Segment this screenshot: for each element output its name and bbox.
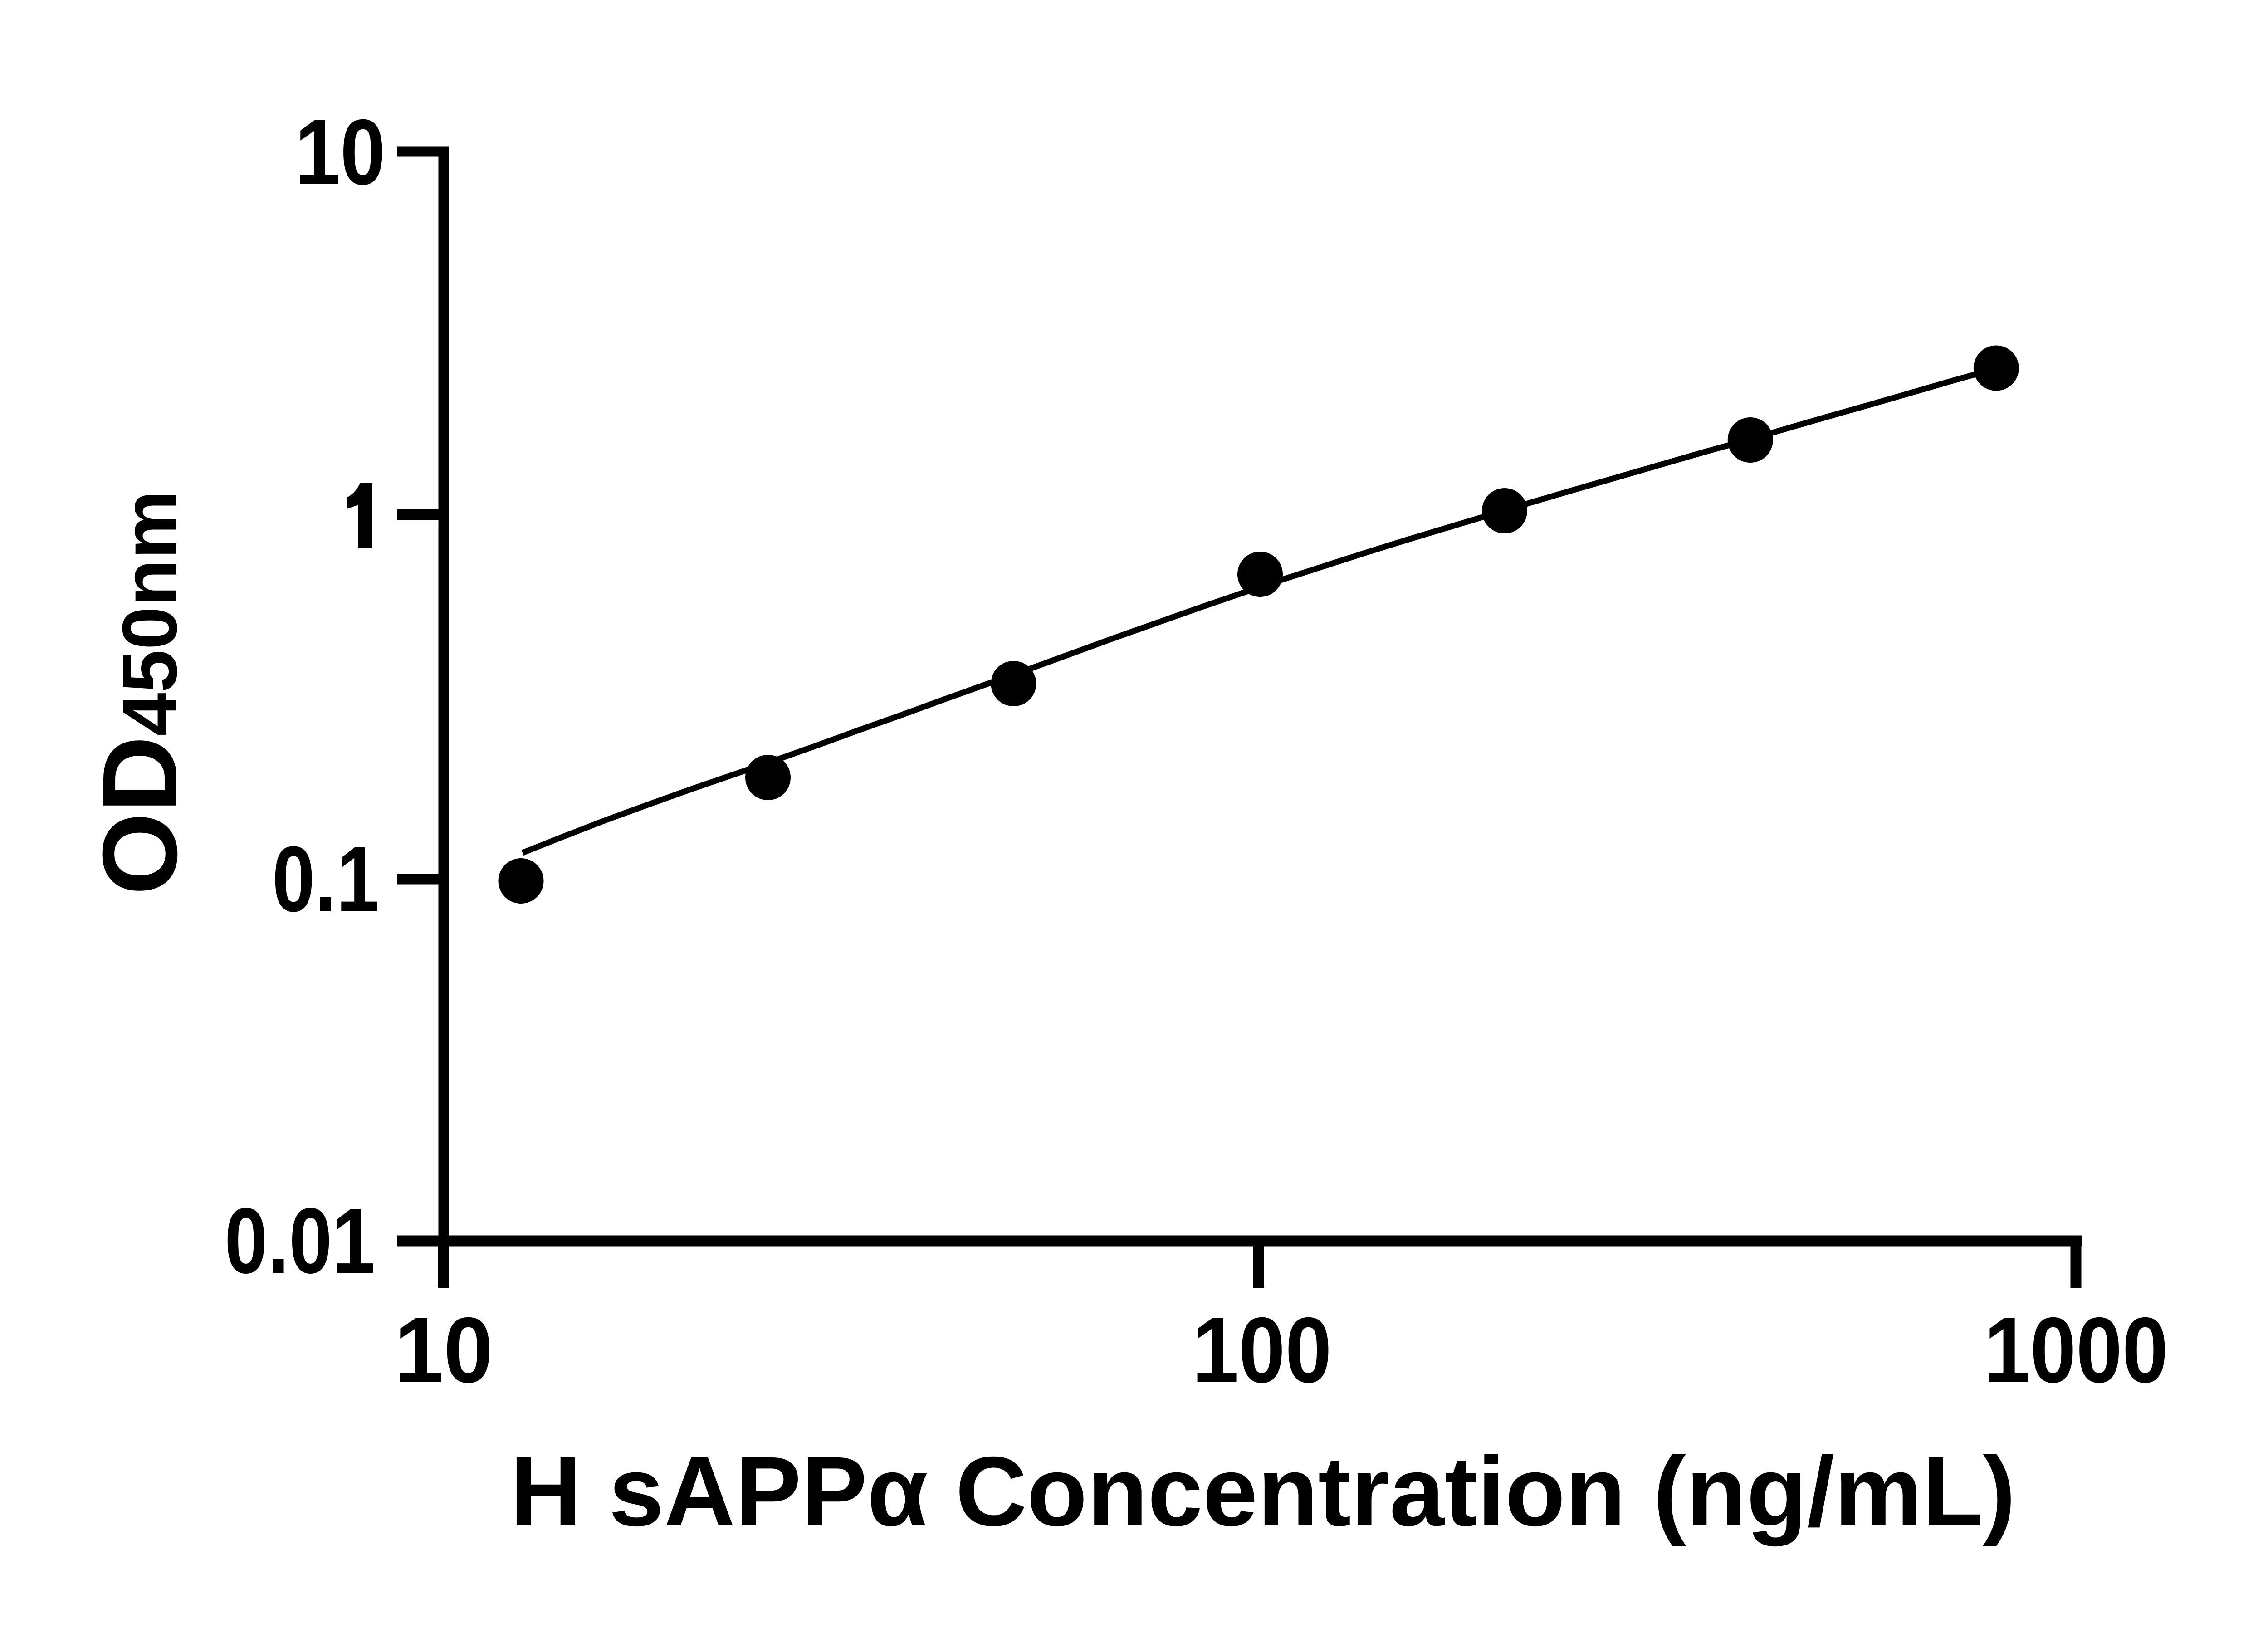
svg-text:100: 100	[1192, 1298, 1332, 1402]
svg-text:0.01: 0.01	[225, 1189, 375, 1293]
svg-text:10: 10	[295, 100, 386, 204]
svg-text:10: 10	[394, 1298, 493, 1402]
svg-text:1000: 1000	[1984, 1298, 2168, 1402]
svg-text:H sAPPα Concentration (ng/mL): H sAPPα Concentration (ng/mL)	[510, 1437, 2015, 1547]
svg-text:0.1: 0.1	[272, 827, 379, 931]
